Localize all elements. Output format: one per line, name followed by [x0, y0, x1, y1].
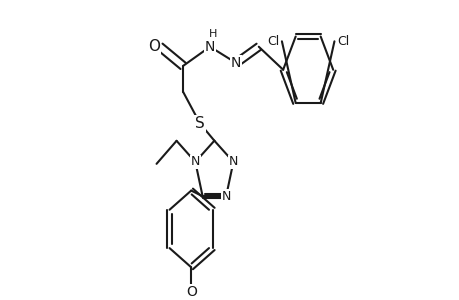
Text: Cl: Cl [266, 35, 279, 48]
Text: N: N [228, 155, 238, 168]
Text: N: N [204, 40, 215, 54]
Text: S: S [195, 116, 204, 131]
Text: N: N [230, 56, 241, 70]
Text: H: H [208, 29, 217, 39]
Text: O: O [185, 284, 196, 298]
Text: N: N [190, 155, 200, 168]
Text: N: N [221, 190, 230, 203]
Text: Cl: Cl [336, 35, 349, 48]
Text: O: O [148, 39, 160, 54]
